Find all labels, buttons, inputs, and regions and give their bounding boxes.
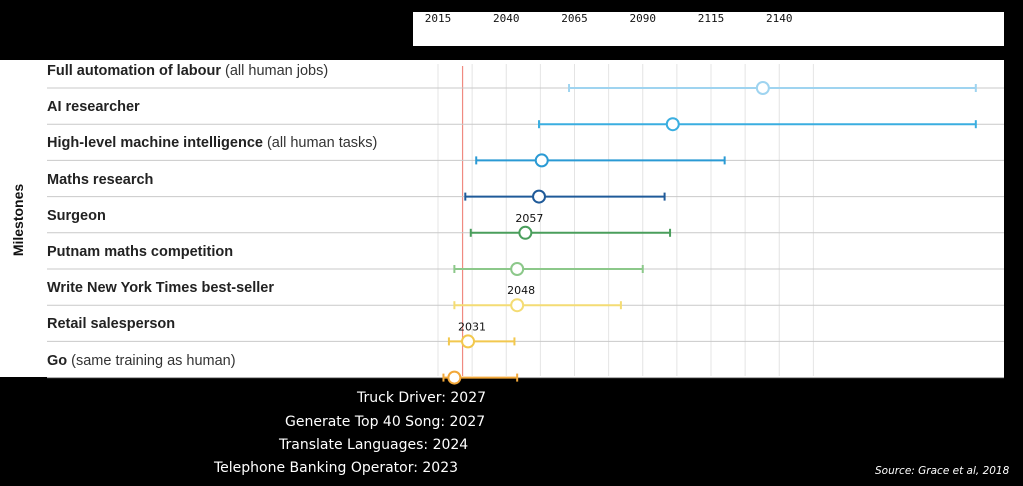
median-marker <box>518 225 533 240</box>
milestone-name: Maths research <box>47 171 154 188</box>
note-translate-languages: Translate Languages: 2024 <box>279 437 469 453</box>
median-annotation: 2048 <box>507 284 535 297</box>
note-top40-song: Generate Top 40 Song: 2027 <box>285 414 486 430</box>
median-marker <box>532 189 547 204</box>
x-tick-label: 2040 <box>493 12 520 25</box>
milestone-name: Putnam maths competition <box>47 244 234 260</box>
note-truck-driver: Truck Driver: 2027 <box>357 390 487 406</box>
median-marker <box>510 298 525 313</box>
median-marker <box>755 81 770 95</box>
milestone-name: Surgeon <box>47 207 106 224</box>
milestone-label: High-level machine intelligence (all hum… <box>47 135 377 151</box>
milestone-label: Surgeon <box>47 208 106 224</box>
note-telephone-banking: Telephone Banking Operator: 2023 <box>214 460 459 476</box>
median-annotation: 2031 <box>458 320 486 333</box>
x-axis-bar <box>413 12 1004 46</box>
median-marker <box>461 334 476 349</box>
milestone-note: (same training as human) <box>67 352 236 369</box>
milestone-label: Putnam maths competition <box>47 244 233 260</box>
median-marker <box>534 153 549 168</box>
milestone-label: AI researcher <box>47 99 140 115</box>
x-tick-label: 2140 <box>766 12 793 25</box>
milestone-label: Maths research <box>47 172 153 188</box>
chart-panel <box>0 60 1004 377</box>
milestone-note: (all human jobs) <box>221 63 329 79</box>
x-tick-label: 2090 <box>629 12 657 25</box>
x-tick-label: 2015 <box>424 12 452 25</box>
milestone-label: Go (same training as human) <box>47 353 236 369</box>
milestone-name: Retail salesperson <box>47 316 176 333</box>
milestone-label: Full automation of labour (all human job… <box>47 63 328 79</box>
milestone-name: AI researcher <box>47 99 140 116</box>
milestone-name: Full automation of labour <box>47 63 221 79</box>
x-tick-label: 2115 <box>697 12 725 25</box>
median-annotation: 2057 <box>515 212 543 225</box>
source-citation: Source: Grace et al, 2018 <box>875 465 1010 477</box>
milestone-label: Retail salesperson <box>47 316 175 332</box>
x-tick-label: 2065 <box>561 12 588 25</box>
milestone-name: Write New York Times best-seller <box>47 280 274 297</box>
milestone-name: High-level machine intelligence <box>47 135 263 152</box>
median-marker <box>510 262 525 276</box>
milestone-label: Write New York Times best-seller <box>47 280 274 296</box>
milestone-name: Go <box>47 352 68 369</box>
median-marker <box>447 370 462 385</box>
milestone-note: (all human tasks) <box>262 135 378 152</box>
median-marker <box>665 117 680 132</box>
